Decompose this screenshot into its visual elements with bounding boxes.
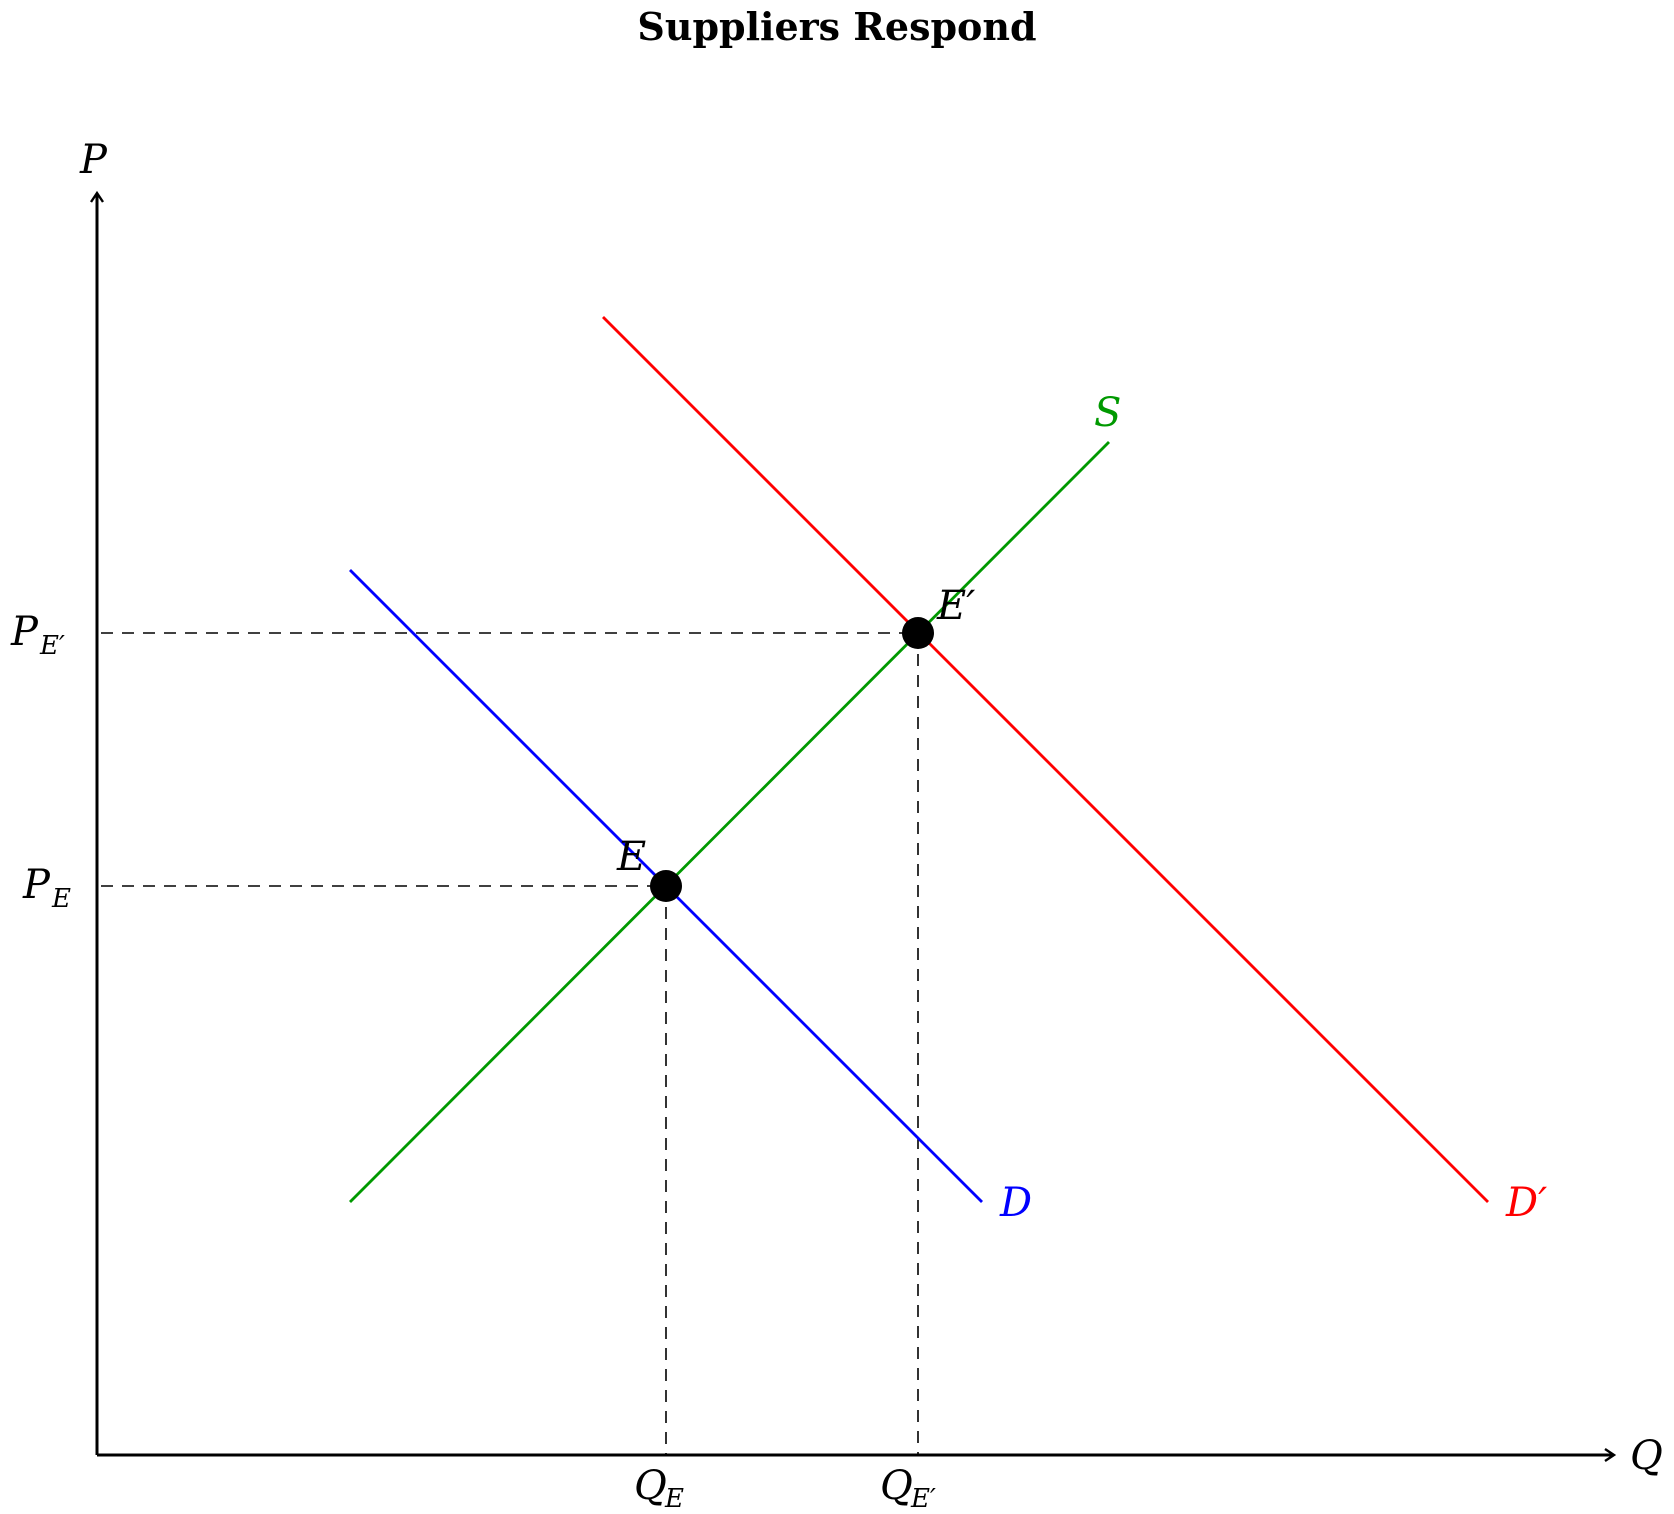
- quantity-tick-original: Q E: [634, 1463, 684, 1514]
- quantity-tick-original-sub: E: [664, 1484, 684, 1514]
- price-tick-new: P E′: [10, 609, 65, 661]
- price-tick-new-sub: E′: [39, 631, 65, 661]
- price-tick-original-main: P: [22, 862, 51, 908]
- diagram-title: Suppliers Respond: [637, 4, 1036, 49]
- equilibrium-label-new: E′: [936, 583, 975, 629]
- supply-curve: [349, 441, 1110, 1203]
- equilibrium-point-new: [902, 617, 934, 649]
- quantity-tick-new: Q E′: [880, 1463, 936, 1514]
- price-axis-label: P: [79, 137, 108, 183]
- demand-new-curve-label: D′: [1505, 1180, 1547, 1226]
- equilibrium-label-original: E: [616, 834, 646, 880]
- quantity-tick-new-main: Q: [880, 1463, 913, 1509]
- price-tick-original-sub: E: [51, 884, 71, 914]
- equilibrium-point-original: [650, 870, 682, 902]
- quantity-axis-label: Q: [1630, 1433, 1663, 1479]
- quantity-tick-original-main: Q: [634, 1463, 667, 1509]
- quantity-tick-new-sub: E′: [910, 1484, 936, 1514]
- demand-new-curve: [602, 316, 1489, 1203]
- supply-curve-label: S: [1094, 390, 1121, 436]
- price-tick-original: P E: [22, 862, 71, 914]
- price-tick-new-main: P: [10, 609, 39, 655]
- demand-curve-label: D: [999, 1180, 1032, 1226]
